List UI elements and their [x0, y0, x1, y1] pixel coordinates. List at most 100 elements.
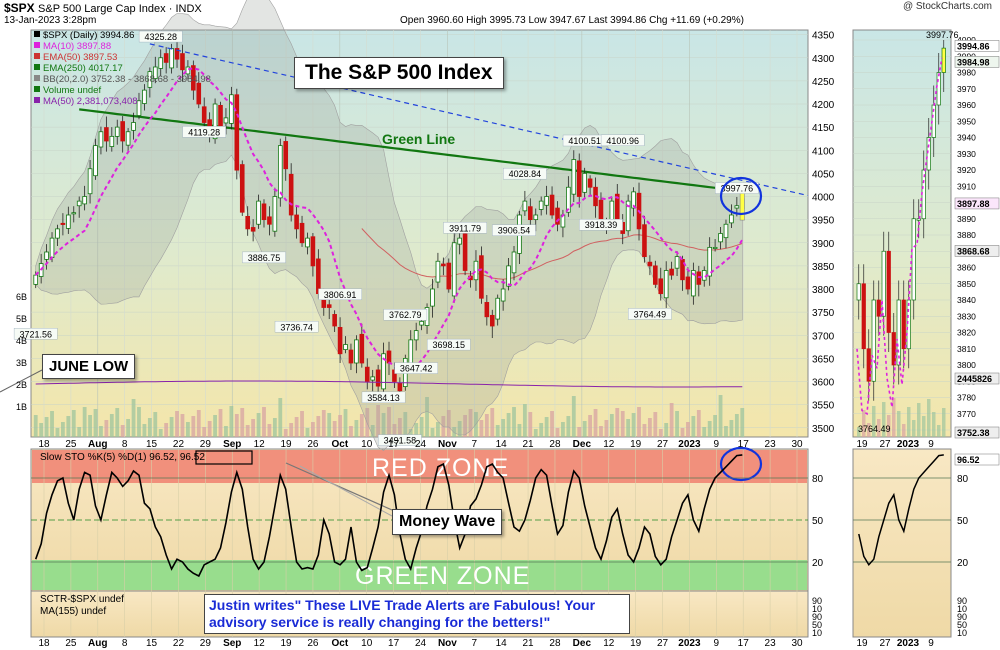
red-zone — [32, 450, 807, 483]
right-stoch-line — [858, 454, 944, 567]
volume-bar — [675, 411, 679, 437]
right-volume-bar — [887, 415, 891, 437]
right-candle — [861, 283, 866, 350]
x-tick-label-bottom: 19 — [630, 638, 642, 649]
volume-bar — [338, 415, 342, 437]
price-tick-label: 3650 — [812, 354, 835, 365]
right-volume-bar — [867, 423, 871, 437]
right-candle — [891, 332, 896, 366]
volume-bar — [463, 415, 467, 437]
volume-bar — [33, 415, 38, 437]
exchange: INDX — [175, 3, 202, 15]
candle-down — [310, 236, 316, 267]
candle-up — [256, 200, 261, 225]
candle-up — [66, 214, 71, 229]
volume-bar — [202, 427, 207, 437]
candle-down — [669, 268, 674, 276]
volume-bar — [696, 410, 701, 437]
volume-bar — [321, 410, 326, 437]
right-candle — [926, 137, 931, 171]
volume-tick-label: 5B — [16, 314, 27, 324]
green-line — [79, 108, 743, 192]
volume-bar — [55, 428, 60, 437]
candle-up — [430, 288, 435, 307]
sctr-tick-label-right: 90 — [957, 596, 967, 606]
volume-bar — [506, 413, 511, 437]
candle-down — [359, 333, 365, 364]
volume-bar — [229, 406, 234, 437]
price-label: 3762.79 — [389, 310, 422, 320]
volume-bar — [653, 412, 658, 437]
last-candle — [739, 191, 745, 221]
volume-bar — [381, 413, 386, 437]
right-tick-label: 3780 — [957, 393, 976, 403]
price-label: 3647.42 — [400, 364, 433, 374]
x-tick-label: 14 — [496, 439, 508, 450]
candle-down — [234, 94, 240, 171]
candle-up — [33, 274, 39, 285]
candle-up — [522, 200, 528, 212]
volume-bar — [82, 407, 87, 437]
x-tick-label: 29 — [200, 439, 212, 450]
x-tick-label: 15 — [146, 439, 158, 450]
volume-bar — [240, 408, 245, 437]
volume-bar — [550, 411, 554, 437]
candle-down — [283, 141, 289, 170]
legend-entry: BB(20,2.0) 3752.38 - 3868.68 - 3984.98 — [43, 74, 211, 85]
candle-up — [734, 205, 740, 209]
candle-down — [598, 199, 604, 221]
x-tick-label-bottom: Oct — [331, 638, 348, 649]
candle-up — [718, 233, 723, 243]
legend-swatch — [34, 42, 40, 48]
right-stoch-bg — [852, 448, 952, 638]
right-volume-bar — [877, 419, 881, 437]
candle-down — [364, 366, 370, 382]
volume-bar — [180, 414, 185, 437]
price-label: 4100.51 — [568, 136, 601, 146]
x-tick-label: Sep — [223, 439, 241, 450]
candle-up — [566, 186, 571, 213]
x-tick-label: 19 — [630, 439, 642, 450]
green-line-label: Green Line — [382, 131, 455, 147]
candle-down — [218, 104, 223, 128]
volume-bar — [175, 411, 179, 437]
chart-date: 13-Jan-2023 3:28pm — [4, 15, 97, 26]
x-tick-label: 18 — [38, 439, 50, 450]
price-label-bg — [182, 126, 227, 138]
x-tick-label-bottom: 15 — [146, 638, 158, 649]
volume-bar — [686, 422, 690, 437]
x-tick-label: Aug — [88, 439, 107, 450]
candle-up — [538, 200, 544, 210]
legend-entry: MA(50) 2,381,073,408 — [43, 96, 138, 107]
right-x-label: 2023 — [897, 439, 920, 450]
volume-bar — [522, 404, 527, 437]
candle-up — [93, 145, 98, 177]
volume-bar — [169, 417, 174, 437]
candle-up — [408, 339, 414, 365]
x-tick-label: 9 — [714, 439, 720, 450]
stoch-tick-label: 20 — [812, 558, 824, 569]
volume-bar — [702, 427, 707, 437]
x-tick-label-bottom: 29 — [200, 638, 212, 649]
x-tick-label: 19 — [280, 439, 292, 450]
sctr-legend-1: SCTR-$SPX undef — [40, 594, 124, 605]
right-candle — [856, 283, 861, 301]
price-label: 4119.28 — [188, 127, 220, 137]
brand-label: @ StockCharts.com — [902, 1, 992, 12]
candle-up — [305, 237, 310, 248]
candle-up — [169, 48, 174, 69]
volume-bar — [191, 416, 196, 437]
volume-bar — [490, 408, 495, 437]
candle-up — [729, 214, 734, 224]
volume-bar — [561, 422, 565, 437]
candle-down — [299, 222, 305, 244]
x-tick-label-bottom: 22 — [173, 638, 185, 649]
x-tick-label-bottom: 17 — [738, 638, 750, 649]
candle-down — [261, 203, 267, 221]
candle-up — [354, 339, 359, 364]
x-tick-label: 27 — [657, 439, 669, 450]
candle-down — [479, 255, 484, 299]
volume-bar — [577, 427, 582, 437]
right-candle — [936, 72, 941, 106]
